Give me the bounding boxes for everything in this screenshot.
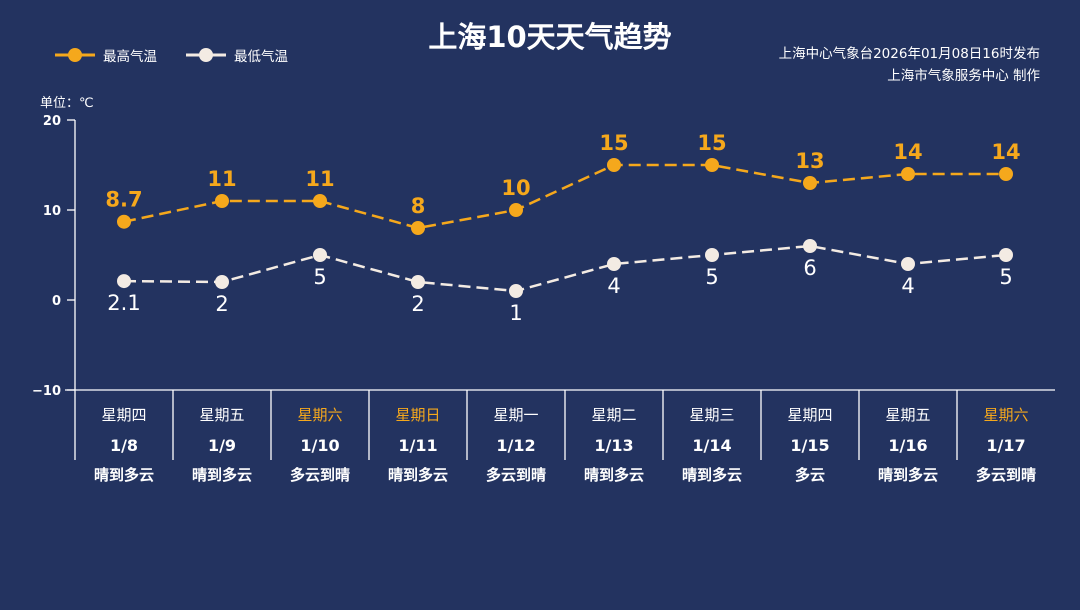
data-label-high: 15 (697, 131, 726, 155)
legend-low: 最低气温 (186, 45, 288, 65)
data-label-high: 8 (411, 194, 426, 218)
data-point-high (607, 158, 621, 172)
unit-label: 单位：℃ (40, 96, 94, 111)
date-label: 1/15 (790, 436, 829, 455)
date-label: 1/12 (496, 436, 535, 455)
data-label-low: 6 (803, 256, 816, 280)
data-point-high (117, 214, 131, 229)
data-label-low: 2 (411, 292, 424, 316)
chart-title: 上海10天天气趋势 (428, 20, 672, 54)
data-label-high: 11 (305, 167, 334, 191)
weather-label: 多云到晴 (486, 466, 546, 484)
weekday-label: 星期一 (493, 406, 538, 424)
data-point-low (313, 248, 327, 262)
data-point-low (509, 284, 523, 298)
weekday-label: 星期二 (591, 406, 636, 424)
data-label-high: 8.7 (105, 188, 142, 212)
date-label: 1/13 (594, 436, 633, 455)
data-point-low (607, 257, 621, 271)
data-point-low (411, 275, 425, 289)
data-point-high (215, 194, 229, 208)
legend-high-marker-icon (55, 48, 95, 62)
date-label: 1/8 (110, 436, 138, 455)
data-point-high (411, 221, 425, 235)
data-label-low: 2.1 (107, 291, 140, 315)
source-line-1: 上海中心气象台2026年01月08日16时发布 (778, 46, 1040, 62)
data-label-high: 15 (599, 131, 628, 155)
data-point-low (215, 275, 229, 289)
data-point-low (803, 239, 817, 253)
weather-label: 多云到晴 (290, 466, 350, 484)
data-point-high (803, 176, 817, 190)
data-point-low (999, 248, 1013, 262)
date-label: 1/14 (692, 436, 731, 455)
data-label-low: 5 (313, 265, 326, 289)
weekday-label: 星期五 (885, 406, 930, 424)
weather-label: 晴到多云 (192, 466, 252, 484)
weekday-label: 星期六 (983, 406, 1028, 424)
date-label: 1/10 (300, 436, 339, 455)
weekday-label: 星期日 (395, 406, 440, 424)
data-point-low (901, 257, 915, 271)
weekday-label: 星期四 (101, 406, 146, 424)
weather-label: 多云 (795, 466, 825, 484)
weather-label: 晴到多云 (388, 466, 448, 484)
data-label-high: 11 (207, 167, 236, 191)
data-point-low (117, 274, 131, 289)
data-point-low (705, 248, 719, 262)
weather-label: 晴到多云 (584, 466, 644, 484)
date-label: 1/16 (888, 436, 927, 455)
weather-label: 多云到晴 (976, 466, 1036, 484)
weekday-label: 星期四 (787, 406, 832, 424)
data-point-high (705, 158, 719, 172)
weather-label: 晴到多云 (94, 466, 154, 484)
weekday-label: 星期六 (297, 406, 342, 424)
data-label-high: 14 (893, 140, 922, 164)
legend-high-label: 最高气温 (103, 49, 157, 65)
data-label-low: 2 (215, 292, 228, 316)
data-label-high: 14 (991, 140, 1020, 164)
legend-low-label: 最低气温 (234, 49, 288, 65)
data-label-high: 10 (501, 176, 530, 200)
data-label-low: 4 (607, 274, 620, 298)
weather-label: 晴到多云 (878, 466, 938, 484)
data-point-high (999, 167, 1013, 181)
data-label-low: 4 (901, 274, 914, 298)
data-label-high: 13 (795, 149, 824, 173)
date-label: 1/17 (986, 436, 1025, 455)
data-point-high (313, 194, 327, 208)
y-tick-label: 0 (52, 294, 61, 309)
source-line-2: 上海市气象服务中心 制作 (887, 68, 1040, 84)
weekday-label: 星期五 (199, 406, 244, 424)
weather-label: 晴到多云 (682, 466, 742, 484)
y-tick-label: 20 (43, 114, 61, 129)
data-point-high (509, 203, 523, 217)
weekday-label: 星期三 (689, 406, 734, 424)
y-tick-label: 10 (43, 204, 61, 219)
data-label-low: 1 (509, 301, 522, 325)
y-tick-label: −10 (32, 384, 61, 399)
series-line-high (123, 163, 1006, 230)
legend-high: 最高气温 (55, 45, 157, 65)
date-label: 1/11 (398, 436, 437, 455)
series-line-low (123, 244, 1007, 293)
legend-low-marker-icon (186, 48, 226, 62)
data-label-low: 5 (999, 265, 1012, 289)
date-label: 1/9 (208, 436, 236, 455)
data-point-high (901, 167, 915, 181)
data-label-low: 5 (705, 265, 718, 289)
